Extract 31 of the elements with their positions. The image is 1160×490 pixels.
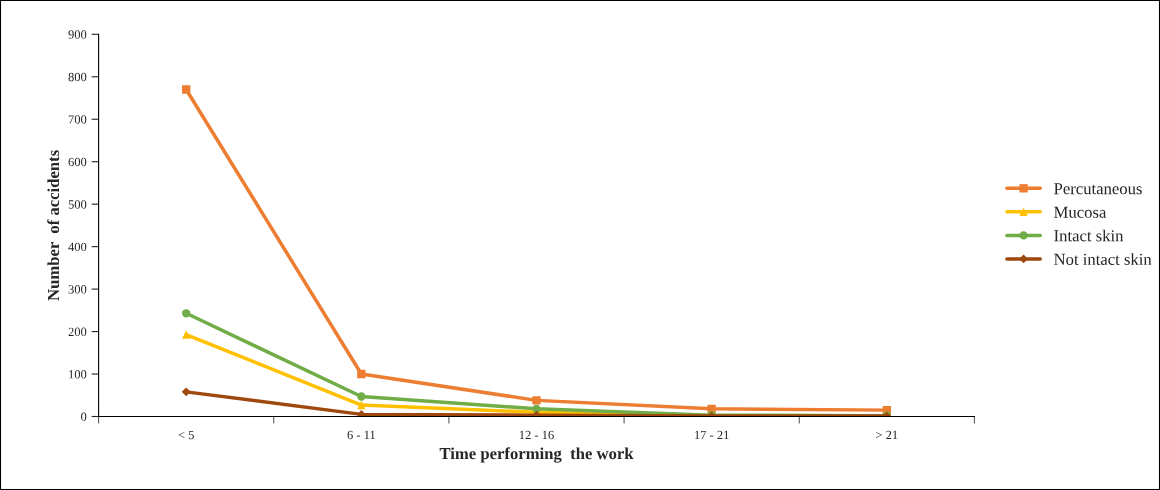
y-tick-label: 400 (68, 242, 87, 252)
point (182, 85, 191, 94)
point (532, 396, 541, 405)
y-tick-label: 300 (68, 285, 87, 294)
point (532, 404, 541, 414)
x-tick-label: 17 - 21 (695, 430, 729, 440)
legend-label: Not intact skin (1054, 253, 1152, 265)
y-tick-label: 200 (68, 327, 87, 337)
y-axis-title: Number of accidents (47, 150, 60, 301)
point (357, 400, 366, 410)
x-tick-label: 12 - 16 (519, 430, 554, 440)
y-tick-label: 700 (68, 115, 87, 124)
legend-label: Mucosa (1054, 206, 1107, 218)
x-tick-label: 6 - 11 (347, 430, 375, 440)
legend-label: Percutaneous (1054, 183, 1142, 195)
point (357, 392, 366, 401)
x-axis-title: Time performing the work (439, 447, 634, 463)
x-tick-label: < 5 (178, 430, 194, 440)
y-tick-label: 600 (68, 157, 87, 167)
point (357, 369, 366, 379)
y-tick-label: 900 (68, 30, 87, 39)
x-tick-label: > 21 (876, 430, 898, 440)
y-tick-label: 100 (69, 370, 87, 379)
y-tick-label: 800 (68, 72, 87, 82)
point (356, 409, 366, 417)
point (182, 309, 191, 318)
legend-label: Intact skin (1054, 229, 1124, 242)
y-tick-label: 500 (68, 200, 87, 209)
y-tick-label: 0 (81, 412, 87, 421)
point (182, 330, 191, 339)
point (181, 387, 191, 397)
